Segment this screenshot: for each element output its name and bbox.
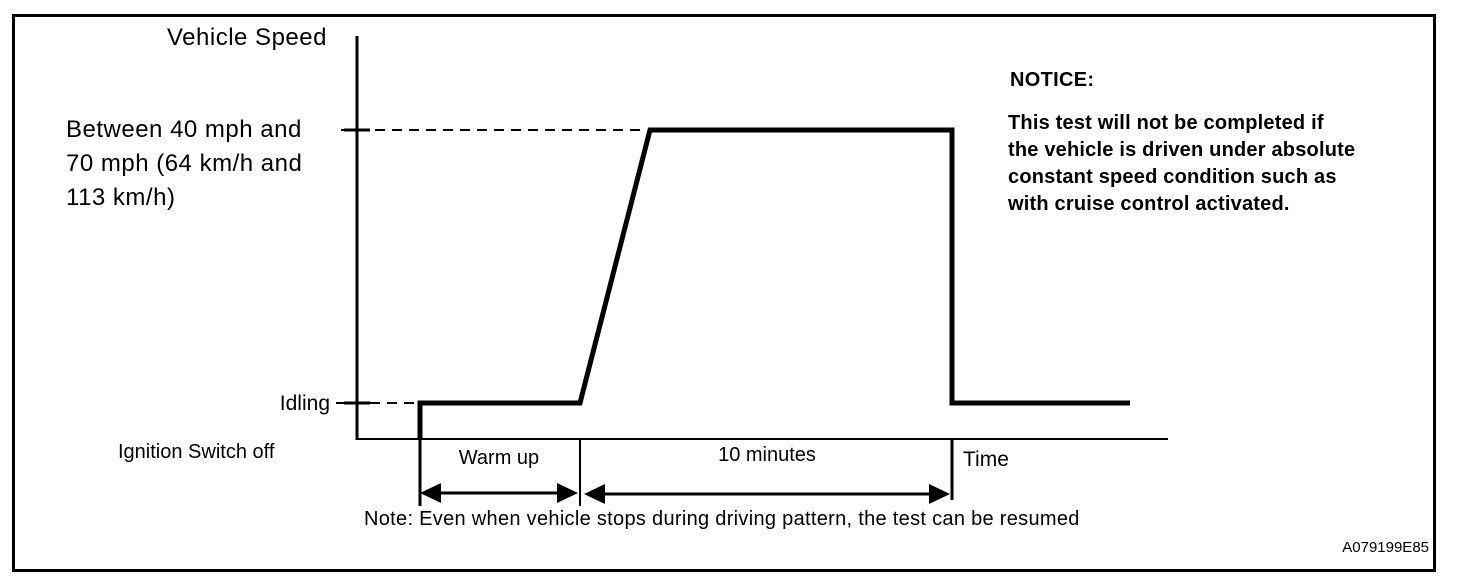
resume-note-text: Note: Even when vehicle stops during dri… bbox=[364, 508, 1080, 530]
warmup-arrowhead-right-icon bbox=[557, 483, 578, 503]
figure-border bbox=[12, 14, 1436, 572]
upper-speed-level-line-3: 113 km/h) bbox=[66, 184, 176, 211]
notice-line-3: constant speed condition such as bbox=[1008, 166, 1337, 188]
notice-line-1: This test will not be completed if bbox=[1008, 112, 1324, 134]
notice-body-text: This test will not be completed if the v… bbox=[1008, 110, 1355, 218]
ten-minutes-arrowhead-left-icon bbox=[584, 484, 605, 504]
time-axis-label: Time bbox=[963, 448, 1009, 471]
notice-title: NOTICE: bbox=[1010, 69, 1095, 91]
notice-line-4: with cruise control activated. bbox=[1008, 193, 1290, 215]
notice-line-2: the vehicle is driven under absolute bbox=[1008, 139, 1356, 161]
ignition-switch-off-label: Ignition Switch off bbox=[118, 441, 275, 463]
y-axis-title: Vehicle Speed bbox=[167, 24, 327, 51]
warmup-arrowhead-left-icon bbox=[420, 483, 441, 503]
upper-speed-level-line-2: 70 mph (64 km/h and bbox=[66, 150, 303, 177]
upper-speed-level-label: Between 40 mph and 70 mph (64 km/h and 1… bbox=[66, 113, 302, 215]
drive-pattern-trace bbox=[417, 127, 1130, 439]
ten-minutes-phase-label: 10 minutes bbox=[718, 444, 816, 466]
idling-level-label: Idling bbox=[279, 392, 330, 415]
upper-speed-level-line-1: Between 40 mph and bbox=[66, 116, 302, 143]
warm-up-phase-label: Warm up bbox=[458, 447, 540, 469]
ten-minutes-arrowhead-right-icon bbox=[929, 484, 950, 504]
warmup-duration-arrow bbox=[420, 483, 578, 503]
figure-reference-code: A079199E85 bbox=[1342, 539, 1429, 556]
ten-minutes-duration-arrow bbox=[584, 484, 950, 504]
